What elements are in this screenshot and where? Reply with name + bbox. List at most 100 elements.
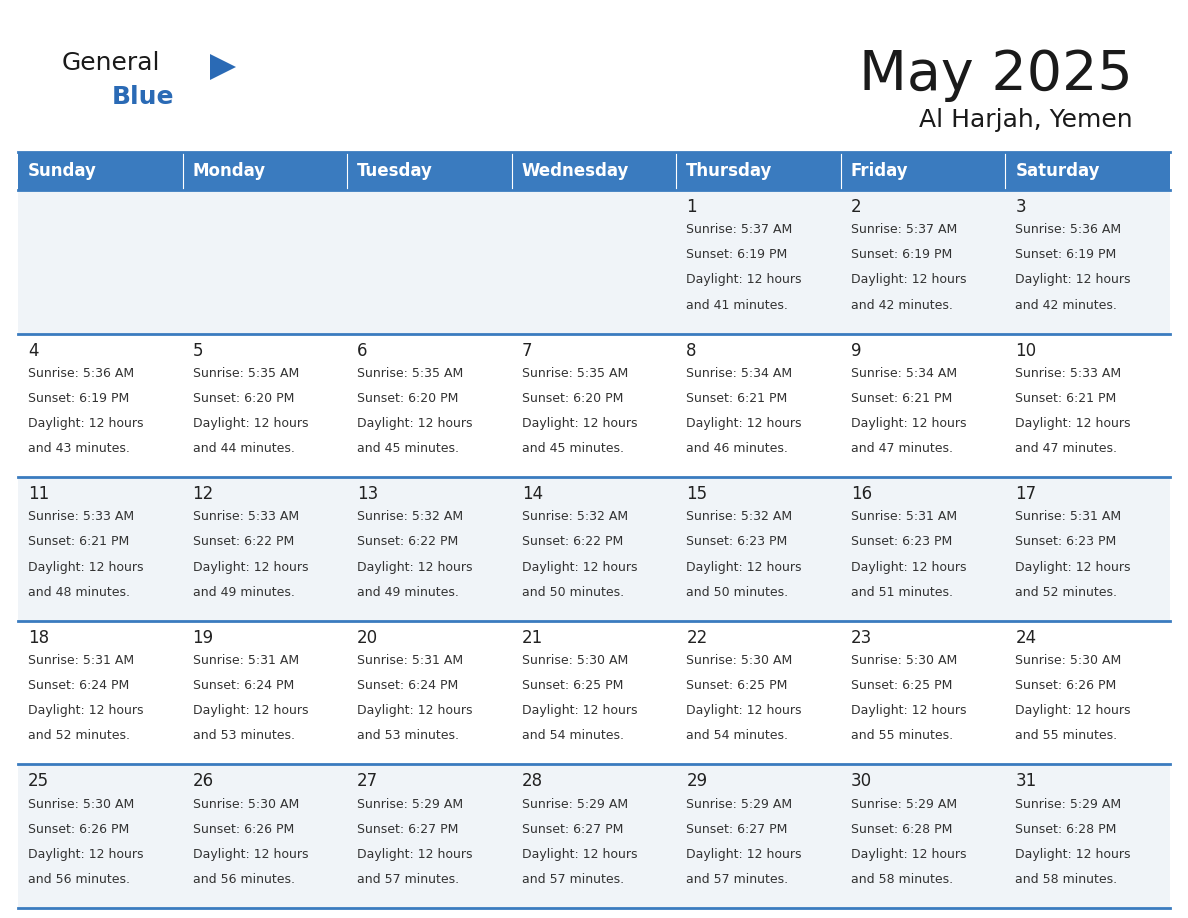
- Text: Friday: Friday: [851, 162, 909, 180]
- Text: 13: 13: [358, 486, 379, 503]
- Text: and 58 minutes.: and 58 minutes.: [851, 873, 953, 886]
- Text: Sunset: 6:28 PM: Sunset: 6:28 PM: [851, 823, 953, 835]
- Bar: [1005, 152, 1170, 190]
- Text: and 57 minutes.: and 57 minutes.: [358, 873, 460, 886]
- Text: Blue: Blue: [112, 85, 175, 109]
- Text: Sunset: 6:24 PM: Sunset: 6:24 PM: [358, 679, 459, 692]
- Text: 15: 15: [687, 486, 707, 503]
- Text: Sunrise: 5:34 AM: Sunrise: 5:34 AM: [687, 366, 792, 380]
- Text: and 58 minutes.: and 58 minutes.: [1016, 873, 1118, 886]
- Text: 6: 6: [358, 341, 367, 360]
- Text: Daylight: 12 hours: Daylight: 12 hours: [687, 704, 802, 717]
- Text: 17: 17: [1016, 486, 1037, 503]
- Text: Sunset: 6:20 PM: Sunset: 6:20 PM: [522, 392, 623, 405]
- Text: and 42 minutes.: and 42 minutes.: [1016, 298, 1117, 311]
- Text: and 56 minutes.: and 56 minutes.: [192, 873, 295, 886]
- Text: Sunrise: 5:33 AM: Sunrise: 5:33 AM: [1016, 366, 1121, 380]
- Text: Al Harjah, Yemen: Al Harjah, Yemen: [920, 108, 1133, 132]
- Text: Daylight: 12 hours: Daylight: 12 hours: [1016, 561, 1131, 574]
- Text: 18: 18: [29, 629, 49, 647]
- Text: Sunrise: 5:31 AM: Sunrise: 5:31 AM: [192, 654, 298, 667]
- Text: and 52 minutes.: and 52 minutes.: [1016, 586, 1118, 599]
- Text: Daylight: 12 hours: Daylight: 12 hours: [687, 561, 802, 574]
- Text: Sunrise: 5:35 AM: Sunrise: 5:35 AM: [358, 366, 463, 380]
- Bar: [347, 152, 512, 190]
- Text: and 52 minutes.: and 52 minutes.: [29, 729, 129, 743]
- Text: and 46 minutes.: and 46 minutes.: [687, 442, 788, 455]
- Text: Sunrise: 5:32 AM: Sunrise: 5:32 AM: [687, 510, 792, 523]
- Text: Daylight: 12 hours: Daylight: 12 hours: [522, 848, 637, 861]
- Bar: [18, 152, 183, 190]
- Text: 26: 26: [192, 772, 214, 790]
- Text: Sunrise: 5:30 AM: Sunrise: 5:30 AM: [192, 798, 299, 811]
- Text: Daylight: 12 hours: Daylight: 12 hours: [1016, 417, 1131, 430]
- Bar: [512, 152, 676, 190]
- Text: Daylight: 12 hours: Daylight: 12 hours: [687, 274, 802, 286]
- Text: 11: 11: [29, 486, 49, 503]
- Text: Sunset: 6:28 PM: Sunset: 6:28 PM: [1016, 823, 1117, 835]
- Text: Daylight: 12 hours: Daylight: 12 hours: [522, 561, 637, 574]
- Text: 10: 10: [1016, 341, 1037, 360]
- Text: Daylight: 12 hours: Daylight: 12 hours: [192, 848, 308, 861]
- Text: Daylight: 12 hours: Daylight: 12 hours: [1016, 704, 1131, 717]
- Text: and 50 minutes.: and 50 minutes.: [687, 586, 789, 599]
- Text: and 45 minutes.: and 45 minutes.: [522, 442, 624, 455]
- Text: Daylight: 12 hours: Daylight: 12 hours: [851, 417, 966, 430]
- Bar: [18, 333, 1170, 477]
- Text: Daylight: 12 hours: Daylight: 12 hours: [192, 704, 308, 717]
- Text: 2: 2: [851, 198, 861, 216]
- Text: Sunset: 6:26 PM: Sunset: 6:26 PM: [29, 823, 129, 835]
- Text: Sunset: 6:21 PM: Sunset: 6:21 PM: [687, 392, 788, 405]
- Text: Sunrise: 5:29 AM: Sunrise: 5:29 AM: [522, 798, 627, 811]
- Text: Sunset: 6:23 PM: Sunset: 6:23 PM: [1016, 535, 1117, 548]
- Text: Sunset: 6:27 PM: Sunset: 6:27 PM: [358, 823, 459, 835]
- Text: and 43 minutes.: and 43 minutes.: [29, 442, 129, 455]
- Text: 23: 23: [851, 629, 872, 647]
- Text: Sunrise: 5:33 AM: Sunrise: 5:33 AM: [192, 510, 298, 523]
- Text: Sunrise: 5:29 AM: Sunrise: 5:29 AM: [687, 798, 792, 811]
- Text: Sunrise: 5:35 AM: Sunrise: 5:35 AM: [522, 366, 628, 380]
- Text: Sunday: Sunday: [29, 162, 97, 180]
- Text: Daylight: 12 hours: Daylight: 12 hours: [358, 561, 473, 574]
- Text: Sunrise: 5:33 AM: Sunrise: 5:33 AM: [29, 510, 134, 523]
- Text: Daylight: 12 hours: Daylight: 12 hours: [192, 417, 308, 430]
- Text: 1: 1: [687, 198, 697, 216]
- Text: 20: 20: [358, 629, 378, 647]
- Text: 31: 31: [1016, 772, 1037, 790]
- Text: and 48 minutes.: and 48 minutes.: [29, 586, 129, 599]
- Text: Daylight: 12 hours: Daylight: 12 hours: [851, 704, 966, 717]
- Text: and 42 minutes.: and 42 minutes.: [851, 298, 953, 311]
- Text: Sunrise: 5:30 AM: Sunrise: 5:30 AM: [29, 798, 134, 811]
- Text: Sunset: 6:19 PM: Sunset: 6:19 PM: [29, 392, 129, 405]
- Text: Sunrise: 5:31 AM: Sunrise: 5:31 AM: [29, 654, 134, 667]
- Text: and 55 minutes.: and 55 minutes.: [851, 729, 953, 743]
- Text: Sunrise: 5:36 AM: Sunrise: 5:36 AM: [29, 366, 134, 380]
- Text: Daylight: 12 hours: Daylight: 12 hours: [29, 417, 144, 430]
- Text: 27: 27: [358, 772, 378, 790]
- Text: Sunset: 6:22 PM: Sunset: 6:22 PM: [358, 535, 459, 548]
- Bar: [841, 152, 1005, 190]
- Text: and 49 minutes.: and 49 minutes.: [358, 586, 459, 599]
- Text: Sunrise: 5:36 AM: Sunrise: 5:36 AM: [1016, 223, 1121, 236]
- Text: Sunrise: 5:31 AM: Sunrise: 5:31 AM: [851, 510, 958, 523]
- Text: Sunrise: 5:31 AM: Sunrise: 5:31 AM: [358, 654, 463, 667]
- Text: 22: 22: [687, 629, 708, 647]
- Text: Tuesday: Tuesday: [358, 162, 432, 180]
- Text: Sunset: 6:24 PM: Sunset: 6:24 PM: [29, 679, 129, 692]
- Text: Sunrise: 5:32 AM: Sunrise: 5:32 AM: [358, 510, 463, 523]
- Text: Daylight: 12 hours: Daylight: 12 hours: [522, 704, 637, 717]
- Text: Monday: Monday: [192, 162, 266, 180]
- Text: and 45 minutes.: and 45 minutes.: [358, 442, 459, 455]
- Text: and 53 minutes.: and 53 minutes.: [192, 729, 295, 743]
- Text: Sunset: 6:21 PM: Sunset: 6:21 PM: [1016, 392, 1117, 405]
- Text: 19: 19: [192, 629, 214, 647]
- Text: 28: 28: [522, 772, 543, 790]
- Text: Sunset: 6:22 PM: Sunset: 6:22 PM: [192, 535, 293, 548]
- Text: Daylight: 12 hours: Daylight: 12 hours: [851, 561, 966, 574]
- Text: Sunset: 6:21 PM: Sunset: 6:21 PM: [29, 535, 129, 548]
- Text: and 53 minutes.: and 53 minutes.: [358, 729, 459, 743]
- Text: Sunset: 6:27 PM: Sunset: 6:27 PM: [522, 823, 623, 835]
- Text: Sunrise: 5:35 AM: Sunrise: 5:35 AM: [192, 366, 299, 380]
- Text: Sunrise: 5:37 AM: Sunrise: 5:37 AM: [687, 223, 792, 236]
- Text: Daylight: 12 hours: Daylight: 12 hours: [851, 274, 966, 286]
